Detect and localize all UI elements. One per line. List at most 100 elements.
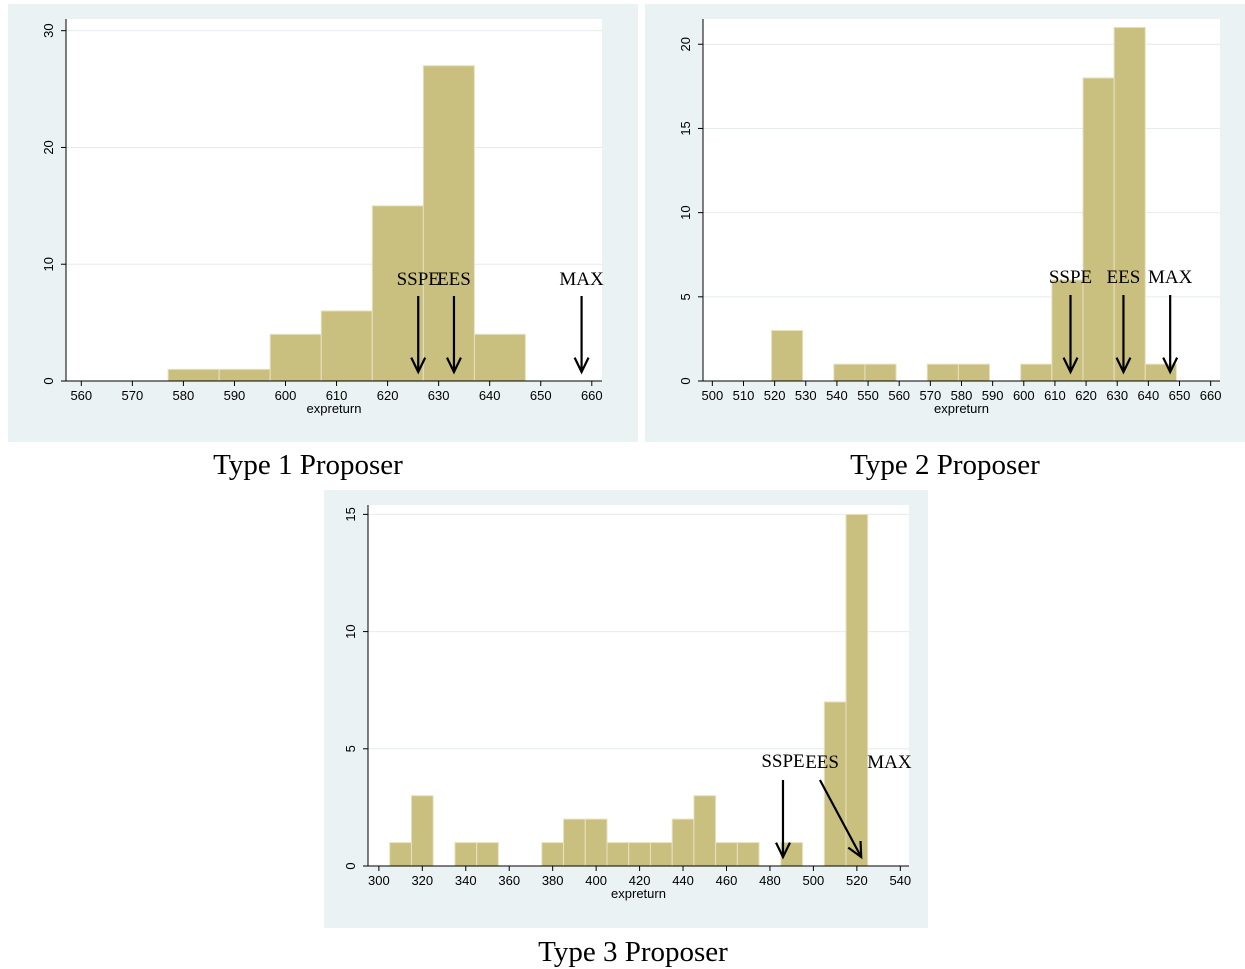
y-tick-label: 10 (343, 624, 358, 638)
annotation-label-ees: EES (1107, 267, 1141, 288)
y-tick-label: 5 (678, 293, 693, 300)
annotation-label-ees: EES (437, 269, 471, 290)
histogram-bar (957, 363, 991, 382)
x-tick-label: 440 (672, 873, 694, 888)
caption-type2: Type 2 Proposer (850, 449, 1040, 481)
x-tick-label: 630 (1106, 388, 1128, 403)
histogram-bar (541, 842, 565, 867)
x-tick-label: 660 (1200, 388, 1222, 403)
y-tick-label: 20 (678, 37, 693, 51)
x-tick-label: 590 (224, 388, 246, 403)
histogram-bar (845, 513, 869, 867)
x-tick-label: 380 (542, 873, 564, 888)
histogram-bar (671, 818, 695, 867)
annotation-arrowhead (1162, 357, 1179, 375)
caption-type3: Type 3 Proposer (538, 936, 728, 968)
x-axis-title: expreturn (611, 886, 666, 901)
x-tick-label: 620 (1075, 388, 1097, 403)
x-tick-label: 480 (759, 873, 781, 888)
plot-area (368, 505, 909, 866)
x-tick-label: 500 (701, 388, 723, 403)
x-tick-label: 600 (1013, 388, 1035, 403)
x-tick-label: 650 (1169, 388, 1191, 403)
x-tick-label: 630 (428, 388, 450, 403)
x-tick-label: 650 (530, 388, 552, 403)
x-tick-label: 520 (764, 388, 786, 403)
histogram-bar (410, 795, 434, 867)
x-axis-title: expreturn (307, 401, 362, 416)
x-tick-label: 560 (70, 388, 92, 403)
chart-panel-type3: 0 5 10 15 300 320 340 360 380 400 420 440 460 480 500 5… (324, 490, 928, 928)
annotation-label-sspe: SSPE (397, 269, 440, 290)
histogram-bar (864, 363, 897, 382)
x-tick-label: 610 (1044, 388, 1066, 403)
x-tick-label: 360 (498, 873, 520, 888)
x-tick-label: 640 (479, 388, 501, 403)
x-tick-label: 400 (585, 873, 607, 888)
x-tick-label: 580 (951, 388, 973, 403)
annotation-arrowhead (1062, 357, 1079, 375)
histogram-bar (371, 205, 424, 382)
y-tick-label: 0 (343, 862, 358, 869)
y-tick-label: 10 (678, 205, 693, 219)
histogram-bar (584, 818, 608, 867)
histogram-type3: 0 5 10 15 300 320 340 360 380 400 420 440 460 480 500 5… (343, 505, 912, 901)
x-tick-label: 530 (795, 388, 817, 403)
x-tick-label: 460 (716, 873, 738, 888)
histogram-bar (422, 65, 475, 382)
histogram-bar (649, 842, 673, 867)
annotation-arrow-ees (818, 779, 863, 858)
x-tick-label: 540 (826, 388, 848, 403)
y-tick-label: 30 (41, 23, 56, 37)
histogram-bar (833, 363, 866, 382)
histogram-bar (1020, 363, 1053, 382)
histogram-bar (606, 842, 630, 867)
x-tick-label: 570 (920, 388, 942, 403)
x-tick-label: 610 (326, 388, 348, 403)
y-tick-label: 10 (41, 257, 56, 271)
histogram-bar (269, 333, 322, 382)
x-tick-label: 550 (857, 388, 879, 403)
annotation-arrowhead (573, 357, 590, 375)
y-tick-label: 0 (41, 377, 56, 384)
annotation-label-ees: EES (805, 752, 839, 773)
y-tick-label: 15 (678, 121, 693, 135)
chart-panel-type1: 0 10 20 30 560 570 580 590 600 610 620 630 640 650 660… (8, 4, 638, 442)
chart-panel-type2: 0 5 10 15 20 500 510 520 530 540 550 560 570 580 590 60… (645, 4, 1245, 442)
histogram-bar (218, 368, 271, 382)
histogram-bar (320, 310, 373, 382)
histogram-bar (823, 701, 847, 867)
x-tick-label: 640 (1138, 388, 1160, 403)
annotation-arrowhead (1115, 357, 1132, 375)
x-axis-title: expreturn (934, 401, 989, 416)
x-tick-label: 620 (377, 388, 399, 403)
x-tick-label: 520 (846, 873, 868, 888)
histogram-bar (736, 842, 760, 867)
x-tick-label: 340 (455, 873, 477, 888)
caption-type1: Type 1 Proposer (213, 449, 403, 481)
x-tick-label: 540 (889, 873, 911, 888)
histogram-bar (389, 842, 412, 867)
annotation-label-max: MAX (867, 752, 912, 773)
y-tick-label: 15 (343, 507, 358, 521)
annotation-label-max: MAX (1148, 267, 1193, 288)
histogram-bar (628, 842, 651, 867)
histogram-bar (454, 842, 478, 867)
x-tick-label: 510 (733, 388, 755, 403)
histogram-bar (715, 842, 738, 867)
y-tick-label: 5 (343, 745, 358, 752)
y-tick-label: 0 (678, 377, 693, 384)
annotation-arrowhead (775, 842, 791, 860)
annotation-arrowhead (847, 840, 863, 860)
histogram-bar (1082, 77, 1115, 382)
x-tick-label: 420 (629, 873, 651, 888)
histogram-bar (563, 818, 586, 867)
histogram-bar (473, 333, 526, 382)
histogram-bar (771, 329, 804, 382)
annotation-label-max: MAX (559, 269, 604, 290)
annotation-label-sspe: SSPE (761, 751, 804, 772)
x-tick-label: 300 (368, 873, 390, 888)
histogram-bar (693, 795, 717, 867)
x-tick-label: 660 (581, 388, 603, 403)
